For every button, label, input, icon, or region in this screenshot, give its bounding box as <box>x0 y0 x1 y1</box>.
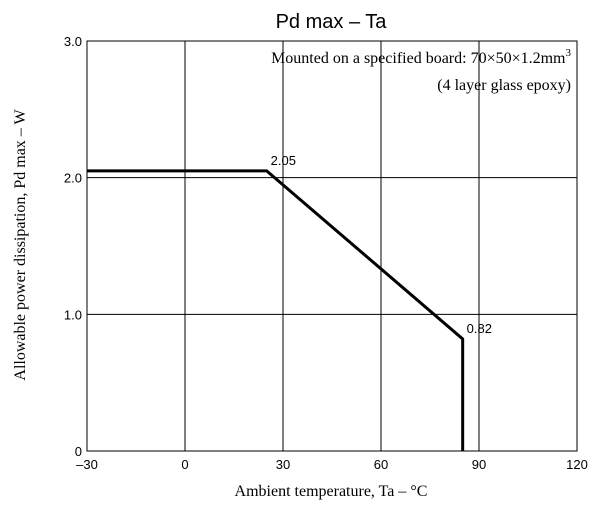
annotation-superscript: 3 <box>566 47 572 59</box>
x-axis-label: Ambient temperature, Ta – °C <box>235 483 428 500</box>
point-label: 2.05 <box>271 153 296 168</box>
x-tick-label: 0 <box>181 457 188 472</box>
x-tick-label: –30 <box>76 457 98 472</box>
annotation-board-text: Mounted on a specified board: 70×50×1.2m… <box>271 50 566 67</box>
y-tick-label: 2.0 <box>64 171 82 186</box>
x-tick-label: 90 <box>472 457 486 472</box>
y-tick-labels: 0 1.0 2.0 3.0 <box>64 34 82 459</box>
x-tick-label: 30 <box>276 457 290 472</box>
chart-title: Pd max – Ta <box>276 11 388 33</box>
series-line-0 <box>87 169 465 451</box>
x-tick-label: 60 <box>374 457 388 472</box>
grid-lines <box>87 41 577 451</box>
x-tick-label: 120 <box>566 457 588 472</box>
y-tick-label: 0 <box>75 444 82 459</box>
x-tick-labels: –30 0 30 60 90 120 <box>76 457 588 472</box>
y-tick-label: 3.0 <box>64 34 82 49</box>
series-layer <box>87 169 465 451</box>
annotation-board: Mounted on a specified board: 70×50×1.2m… <box>271 47 571 67</box>
y-axis-label: Allowable power dissipation, Pd max – W <box>12 108 29 380</box>
point-label: 0.82 <box>467 321 492 336</box>
point-labels: 2.05 0.82 <box>271 153 492 336</box>
annotation-layer: (4 layer glass epoxy) <box>437 77 571 94</box>
plot-frame <box>86 40 578 452</box>
y-tick-label: 1.0 <box>64 307 82 322</box>
